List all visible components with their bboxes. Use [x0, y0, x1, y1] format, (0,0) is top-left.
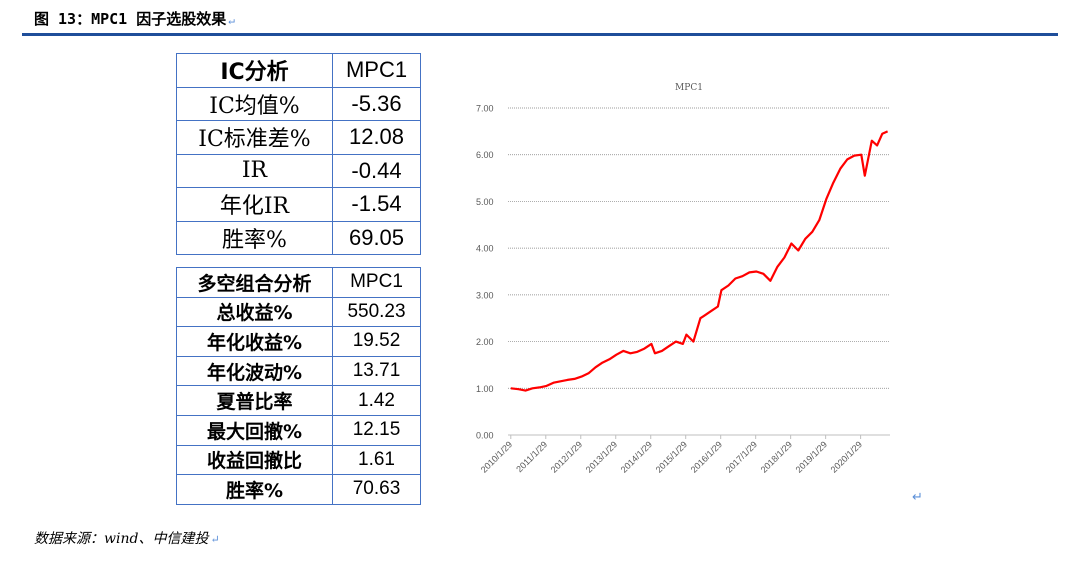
table-row-label: 年化收益%	[176, 326, 333, 357]
x-tick-label: 2020/1/29	[829, 439, 864, 474]
table-header-cell: MPC1	[332, 267, 421, 298]
table-row-label: IC均值%	[176, 86, 333, 121]
return-mark-icon: ↵	[210, 533, 220, 546]
table-row-label: 胜率%	[176, 220, 333, 255]
x-tick-label: 2015/1/29	[654, 439, 689, 474]
table-row-label: IR	[176, 153, 333, 188]
table-header-cell: MPC1	[332, 53, 421, 88]
table-row-value: 13.71	[332, 355, 421, 387]
longshort-analysis-table: 多空组合分析 MPC1 总收益% 550.23 年化收益% 19.52 年化波动…	[176, 267, 421, 505]
return-mark-icon: ↵	[912, 490, 923, 505]
table-row: 年化IR -1.54	[176, 187, 421, 222]
table-row-value: 12.08	[332, 120, 421, 155]
x-tick-label: 2018/1/29	[759, 439, 794, 474]
table-row: 年化波动% 13.71	[176, 355, 421, 387]
x-tick-label: 2011/1/29	[514, 439, 549, 474]
table-row: 夏普比率 1.42	[176, 385, 421, 416]
figure-title: 图 13：MPC1 因子选股效果 ↵	[34, 10, 235, 28]
series-line	[510, 130, 889, 392]
table-row: IC均值% -5.36	[176, 86, 421, 121]
mpc1-line-chart: MPC1 0.00 1.00 2.00 3.00 4.00 5.00 6.00 7.00 2010…	[476, 83, 890, 475]
ic-analysis-table: IC分析 MPC1 IC均值% -5.36 IC标准差% 12.08 IR -0…	[176, 53, 421, 255]
table-row: 收益回撤比 1.61	[176, 444, 421, 476]
x-tick-label: 2010/1/29	[479, 439, 514, 474]
table-row: 总收益% 550.23	[176, 296, 421, 328]
x-tick-label: 2016/1/29	[689, 439, 724, 474]
x-tick-label: 2017/1/29	[724, 439, 759, 474]
table-row-value: 70.63	[332, 474, 421, 505]
table-row: IR -0.44	[176, 153, 421, 188]
x-tick-label: 2019/1/29	[794, 439, 829, 474]
table-row-value: -0.44	[332, 153, 421, 188]
table-row-label: 总收益%	[176, 296, 333, 328]
y-tick-label: 7.00	[476, 104, 494, 114]
table-header-cell: IC分析	[176, 53, 333, 88]
y-tick-label: 2.00	[476, 337, 494, 347]
x-tick-label: 2013/1/29	[584, 439, 619, 474]
y-tick-label: 0.00	[476, 431, 494, 441]
table-row-value: -1.54	[332, 187, 421, 222]
table-header-cell: 多空组合分析	[176, 267, 333, 298]
x-tick-label: 2014/1/29	[619, 439, 654, 474]
table-row-value: 1.61	[332, 444, 421, 476]
table-row-value: -5.36	[332, 86, 421, 121]
title-rule	[22, 33, 1058, 36]
table-row-value: 550.23	[332, 296, 421, 328]
table-row-label: IC标准差%	[176, 120, 333, 155]
y-tick-label: 1.00	[476, 384, 494, 394]
y-tick-label: 3.00	[476, 290, 494, 300]
table-row: 年化收益% 19.52	[176, 326, 421, 357]
table-header-row: 多空组合分析 MPC1	[176, 267, 421, 298]
table-row-label: 年化波动%	[176, 355, 333, 387]
return-mark-icon: ↵	[228, 14, 235, 27]
table-row-label: 最大回撤%	[176, 414, 333, 446]
table-row: IC标准差% 12.08	[176, 120, 421, 155]
y-tick-label: 4.00	[476, 244, 494, 254]
table-row: 最大回撤% 12.15	[176, 414, 421, 446]
table-row: 胜率% 69.05	[176, 220, 421, 255]
x-tick-label: 2012/1/29	[549, 439, 584, 474]
table-row-label: 夏普比率	[176, 385, 333, 416]
table-row-label: 胜率%	[176, 474, 333, 505]
table-row-label: 年化IR	[176, 187, 333, 222]
y-tick-label: 6.00	[476, 150, 494, 160]
table-header-row: IC分析 MPC1	[176, 53, 421, 88]
y-tick-label: 5.00	[476, 197, 494, 207]
table-row-value: 19.52	[332, 326, 421, 357]
table-row-label: 收益回撤比	[176, 444, 333, 476]
chart-title: MPC1	[675, 83, 703, 93]
table-row-value: 12.15	[332, 414, 421, 446]
table-row: 胜率% 70.63	[176, 474, 421, 505]
table-row-value: 69.05	[332, 220, 421, 255]
figure-source: 数据来源：wind、中信建投 ↵	[34, 531, 220, 547]
table-row-value: 1.42	[332, 385, 421, 416]
